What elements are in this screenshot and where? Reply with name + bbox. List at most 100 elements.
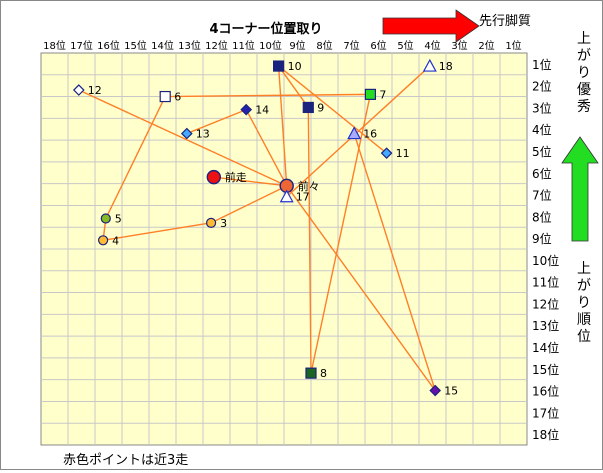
point-marker [364,88,376,100]
y-tick-label: 6位 [532,166,552,181]
point-marker [206,217,217,228]
top-arrow-label: 先行脚質 [479,13,531,29]
point-marker [429,384,442,397]
point-marker [279,189,294,203]
point-label: 5 [115,213,122,226]
x-tick-label: 6位 [370,39,386,52]
red-arrow [382,9,480,43]
x-axis-tick-labels: 18位 17位 16位 15位 14位 13位 12位 11位 10位 9位 8位 7位 6位 5位 4位 3… [43,39,522,52]
point-5: 5 [100,213,122,226]
point-label: 9 [317,101,324,114]
point-label: 15 [444,385,458,398]
connection-line [78,89,287,187]
x-tick-label: 12位 [205,39,228,52]
point-14: 14 [240,103,269,117]
point-label: 4 [112,234,119,247]
x-tick-label: 4位 [424,39,440,52]
footer-note: 赤色ポイントは近3走 [63,452,188,468]
point-12: 12 [72,84,102,97]
point-10: 10 [273,60,302,73]
x-tick-label: 3位 [451,39,467,52]
connection-line [286,65,431,198]
point-label: 7 [379,88,386,101]
connection-line [278,65,309,108]
point-label: 6 [174,91,181,104]
y-tick-label: 9位 [532,231,552,246]
point-marker [273,60,285,72]
point-label: 18 [439,60,453,73]
x-tick-label: 9位 [289,39,305,52]
connection-line [277,66,288,186]
green-arrow [561,136,599,242]
point-label: 8 [320,367,327,380]
y-tick-label: 3位 [532,100,552,115]
point-前走: 前走 [206,169,247,185]
point-17: 17 [279,189,310,204]
x-tick-label: 1位 [505,39,521,52]
y-tick-label: 13位 [532,318,559,333]
connection-line [307,107,312,374]
x-tick-label: 8位 [316,39,332,52]
point-marker [302,101,314,114]
y-tick-label: 12位 [532,296,559,311]
connection-line [210,185,288,224]
y-tick-label: 5位 [532,144,552,159]
point-marker [305,367,317,379]
connection-lines [78,65,436,391]
point-18: 18 [422,58,453,73]
y-tick-label: 11位 [532,275,559,290]
point-marker [206,169,222,185]
y-tick-label: 7位 [532,188,552,203]
connection-line [102,222,212,241]
point-marker [422,58,437,72]
x-tick-label: 11位 [232,39,255,52]
x-tick-label: 17位 [70,39,93,52]
y-tick-label: 18位 [532,427,559,442]
point-label: 前走 [225,170,247,184]
y-axis-tick-labels: 1位 2位 3位 4位 5位 6位 7位 8位 9位 10位 11位 12位 13位 14位 15位 16位 1… [532,57,559,442]
x-tick-label: 10位 [259,39,282,52]
point-marker [240,103,253,116]
point-label: 17 [296,191,310,204]
y-tick-label: 2位 [532,79,552,94]
point-marker [180,127,193,140]
connection-line [105,96,166,219]
point-6: 6 [159,90,181,104]
grid-lines [41,53,527,445]
connection-line [286,185,436,391]
x-tick-label: 16位 [97,39,120,52]
point-3: 3 [206,217,227,230]
point-marker [347,126,362,140]
point-4: 4 [97,234,119,247]
connection-line [310,94,372,374]
x-tick-label: 7位 [343,39,359,52]
point-13: 13 [180,127,210,141]
point-marker [380,147,393,160]
x-tick-label: 13位 [178,39,201,52]
connection-line [353,133,436,391]
point-label: 16 [363,128,377,141]
y-tick-label: 16位 [532,384,559,399]
point-15: 15 [429,384,458,398]
point-label: 13 [196,128,210,141]
point-marker [159,90,171,103]
y-tick-label: 14位 [532,340,559,355]
point-label: 3 [220,217,227,230]
x-tick-label: 14位 [151,39,174,52]
y-tick-label: 4位 [532,122,552,137]
point-前々: 前々 [279,178,320,194]
point-marker [100,213,111,224]
x-tick-label: 5位 [397,39,413,52]
point-label: 12 [88,84,102,97]
connection-line [245,109,288,187]
connection-line [278,65,388,154]
connection-line [165,93,371,98]
point-16: 16 [347,126,377,141]
chart-title: 4コーナー位置取り [209,21,322,37]
y-tick-label: 10位 [532,253,559,268]
right-top-label: 上がり優秀 [577,31,591,115]
right-bottom-label: 上がり順位 [577,261,591,345]
